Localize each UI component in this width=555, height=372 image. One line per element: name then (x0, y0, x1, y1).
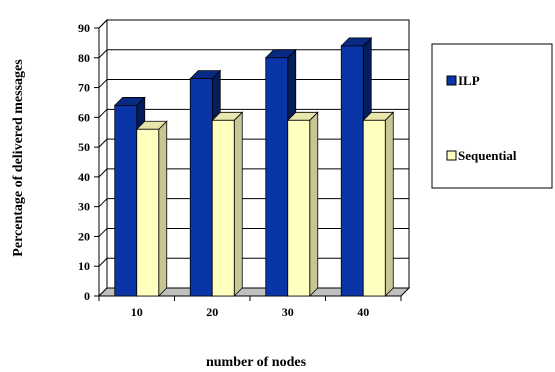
legend-label-sequential: Sequential (458, 148, 517, 163)
x-tick-labels: 10 20 30 40 (131, 305, 370, 319)
gridline-side (98, 49, 108, 59)
bar-sequential-40 (362, 111, 395, 297)
gridline-side (98, 198, 108, 208)
gridline-side (98, 19, 108, 29)
x-tick-label: 10 (131, 305, 143, 319)
y-tick-label: 60 (78, 110, 90, 124)
y-tick-label: 90 (78, 21, 90, 35)
legend: ILP Sequential (431, 43, 553, 189)
bar-side (158, 120, 168, 297)
y-tick-label: 50 (78, 140, 90, 154)
y-tick-label: 40 (78, 170, 90, 184)
legend-swatch-ilp (446, 75, 457, 86)
y-tick-label: 0 (84, 289, 90, 303)
legend-label-ilp: ILP (458, 73, 480, 88)
bar-front (362, 119, 386, 297)
gridline-side (98, 228, 108, 237)
x-axis-title: number of nodes (206, 355, 307, 370)
gridline-side (98, 79, 108, 88)
x-tick-label: 30 (282, 305, 294, 319)
bar-front (287, 119, 311, 297)
gridline-side (98, 138, 108, 148)
bar-front (265, 57, 289, 297)
x-tick-label: 40 (357, 305, 369, 319)
bar-sequential-10 (135, 120, 168, 297)
bar-front (211, 119, 235, 297)
gridline-side (98, 257, 108, 267)
y-axis-title: Percentage of delivered messages (11, 59, 26, 257)
legend-swatch-sequential (446, 150, 457, 161)
y-tick-label: 10 (78, 259, 90, 273)
bar-front (340, 45, 364, 297)
y-tick-label: 80 (78, 51, 90, 65)
legend-box (431, 43, 553, 189)
bar-sequential-30 (286, 111, 319, 297)
gridline-side (98, 168, 108, 178)
bar-side (384, 111, 394, 297)
bars (113, 36, 395, 297)
bar-front (136, 128, 160, 297)
y-tick-label: 20 (78, 229, 90, 243)
gridline-side (98, 108, 108, 118)
bar-sequential-20 (211, 111, 244, 297)
bar-side (233, 111, 243, 297)
y-tick-label: 30 (78, 200, 90, 214)
side-wall (98, 18, 108, 298)
bar-front (114, 105, 138, 297)
bar-side (309, 111, 319, 297)
y-tick-labels: 0 10 20 30 40 50 60 70 80 90 (78, 21, 90, 303)
x-tick-label: 20 (206, 305, 218, 319)
bar-front (189, 78, 213, 297)
y-tick-label: 70 (78, 81, 90, 95)
